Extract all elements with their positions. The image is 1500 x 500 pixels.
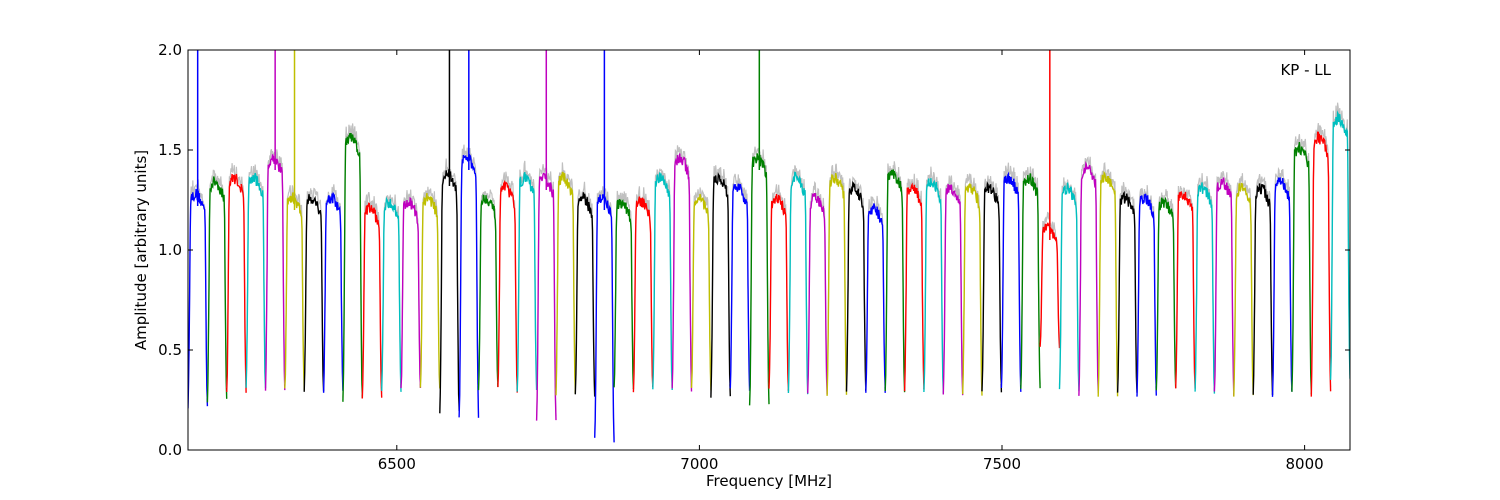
channel-series-31 (787, 171, 809, 395)
channel-series-48 (1116, 190, 1138, 393)
underlay-series-2 (226, 163, 247, 389)
channel-series-53 (1213, 177, 1235, 397)
channel-series-51 (1175, 190, 1196, 389)
channel-series-28 (729, 183, 751, 391)
channel-series-22 (613, 198, 635, 390)
channel-series-20 (574, 192, 596, 397)
channel-series-17 (516, 171, 538, 392)
channel-series-8 (342, 132, 363, 402)
channel-series-30 (768, 194, 790, 392)
x-tick-label-1: 7000 (680, 455, 718, 473)
y-tick-label-4: 2.0 (158, 41, 182, 59)
channel-series-19 (555, 171, 576, 396)
channel-series-56 (1271, 177, 1293, 397)
channel-series-12 (419, 193, 441, 389)
y-tick-label-3: 1.5 (158, 141, 182, 159)
underlay-series-43 (1020, 166, 1041, 385)
channel-series-23 (632, 196, 654, 393)
y-axis-label: Amplitude [arbitrary units] (132, 150, 150, 350)
channel-series-57 (1291, 142, 1312, 395)
x-tick-label-2: 7500 (983, 455, 1021, 473)
channel-series-42 (1000, 171, 1022, 392)
channel-series-46 (1078, 160, 1099, 396)
channel-series-54 (1233, 182, 1254, 397)
underlay-series-41 (981, 175, 1002, 389)
underlay-series-50 (1155, 189, 1177, 387)
x-axis-label: Frequency [MHz] (706, 472, 832, 490)
channel-series-47 (1097, 170, 1119, 397)
underlay-series-34 (845, 176, 867, 388)
channel-series-34 (845, 180, 867, 392)
underlay-series-10 (381, 194, 402, 388)
annotation-label: KP - LL (1280, 61, 1331, 79)
channel-series-45 (1058, 182, 1080, 391)
channel-series-55 (1252, 183, 1274, 396)
x-tick-label-0: 6500 (378, 455, 416, 473)
channel-series-59 (1329, 110, 1350, 380)
underlay-series-37 (904, 173, 925, 388)
x-tick-label-3: 8000 (1286, 455, 1324, 473)
channel-series-35 (865, 203, 886, 393)
channel-series-6 (303, 194, 325, 392)
ticks-layer: 6500 7000 7500 8000 0.0 0.5 1.0 1.5 2.0 (158, 41, 1350, 473)
underlay-series-42 (1000, 162, 1022, 388)
underlay-series-24 (652, 168, 673, 387)
channel-series-39 (942, 184, 964, 396)
channel-series-27 (710, 171, 731, 398)
underlay-series-36 (884, 161, 906, 389)
underlay-series-8 (342, 123, 363, 398)
underlay-series-48 (1117, 182, 1138, 389)
channel-series-9 (361, 202, 383, 399)
underlay-series-52 (1194, 173, 1215, 390)
channel-series-26 (690, 193, 712, 391)
channel-series-40 (962, 182, 983, 396)
channel-series-33 (826, 172, 848, 396)
channel-series-11 (400, 196, 422, 389)
underlay-series-46 (1078, 156, 1099, 392)
channel-series-1 (206, 176, 228, 403)
channel-series-24 (652, 172, 673, 391)
channel-series-25 (671, 153, 693, 392)
channel-series-7 (322, 191, 344, 393)
channel-series-52 (1194, 182, 1216, 394)
channel-series-49 (1136, 193, 1157, 397)
underlay-series-6 (303, 187, 325, 388)
channel-series-41 (981, 181, 1003, 393)
underlay-series-54 (1233, 173, 1254, 393)
y-tick-label-0: 0.0 (158, 441, 182, 459)
underlay-series-17 (516, 160, 538, 388)
channel-series-16 (497, 179, 518, 393)
channel-series-32 (807, 192, 828, 395)
series-layer (188, 50, 1350, 443)
channel-series-15 (477, 194, 499, 391)
y-tick-label-1: 0.5 (158, 341, 182, 359)
y-tick-label-2: 1.0 (158, 241, 182, 259)
channel-series-50 (1155, 196, 1177, 391)
channel-series-3 (245, 172, 267, 389)
channel-series-58 (1310, 131, 1332, 397)
channel-series-2 (226, 173, 247, 393)
channel-series-36 (884, 169, 906, 393)
underlay-series-38 (923, 166, 944, 390)
channel-series-10 (381, 196, 402, 392)
channel-series-37 (903, 182, 925, 392)
channel-series-43 (1020, 173, 1041, 389)
channel-series-38 (923, 178, 944, 394)
